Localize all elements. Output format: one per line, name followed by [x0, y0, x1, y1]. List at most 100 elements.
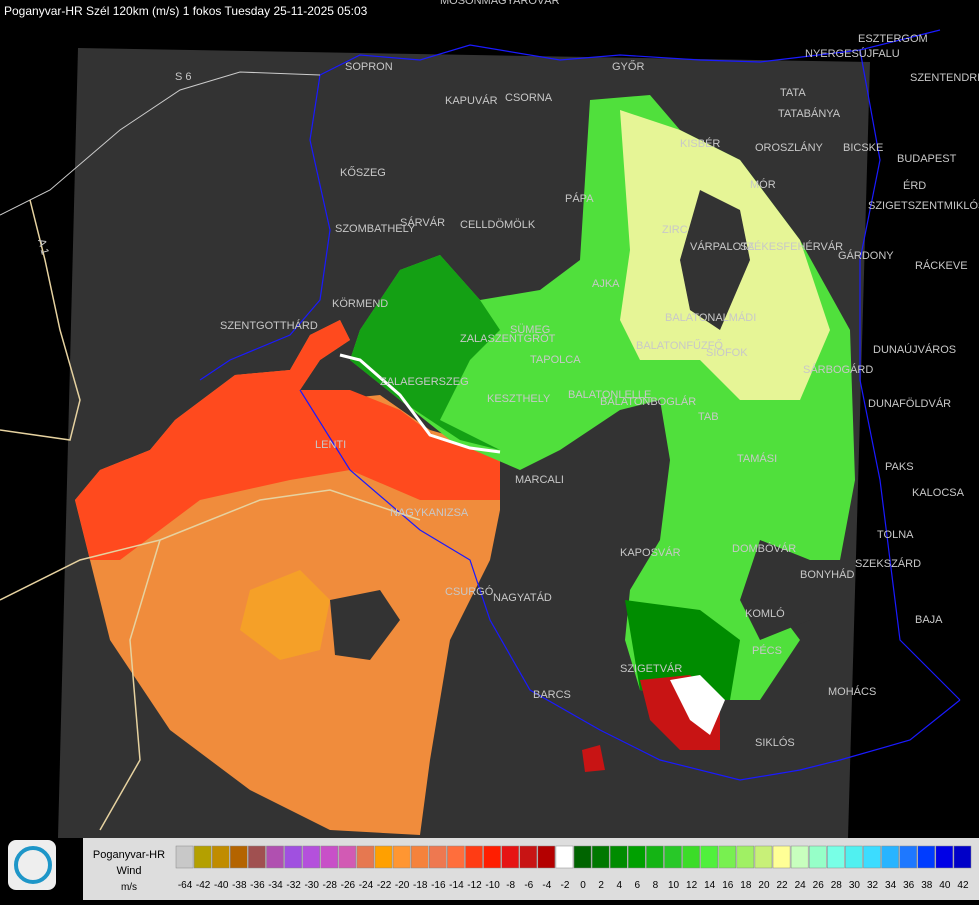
place-label: SZÉKESFEHÉRVÁR [740, 240, 843, 253]
place-label: TAPOLCA [530, 354, 581, 366]
place-label: TATABÁNYA [778, 107, 841, 120]
legend-swatch [790, 845, 809, 869]
legend-swatch [175, 845, 194, 869]
border [199, 74, 331, 381]
place-label: DUNAÚJVÁROS [873, 343, 956, 356]
legend-swatch [682, 845, 700, 869]
legend-swatch [211, 845, 230, 869]
legend-tick: -6 [524, 880, 533, 891]
place-label: NAGYKANIZSA [390, 507, 469, 519]
legend-swatch [429, 845, 447, 869]
place-label: BONYHÁD [800, 568, 854, 581]
place-label: PAKS [885, 461, 914, 473]
legend-tick: -22 [377, 880, 392, 891]
legend-swatch [519, 845, 538, 869]
place-label: SZENTENDRE [910, 72, 979, 84]
legend-tick: 10 [668, 880, 680, 891]
legend-swatch [465, 845, 483, 869]
place-label: MÓR [750, 178, 776, 191]
legend-tick: 8 [653, 880, 659, 891]
legend-swatch [320, 845, 339, 869]
road-label: S 6 [175, 71, 192, 83]
place-label: CSORNA [505, 92, 553, 104]
legend-tick: -4 [542, 880, 551, 891]
legend-tick: 26 [813, 880, 825, 891]
legend-tick: -38 [232, 880, 247, 891]
zero-line [339, 353, 501, 454]
legend-scale: -64 -42 -40 -38 -36 -34 -32 -30 -28 -26 -24 -22 -20-… [175, 845, 972, 891]
place-label: SÁRVÁR [400, 216, 445, 229]
legend-swatch [863, 845, 881, 869]
echo-gap [680, 190, 750, 330]
legend-tick: -28 [323, 880, 338, 891]
legend-swatch [410, 845, 429, 869]
legend-swatch [338, 845, 357, 869]
place-label: GÁRDONY [838, 249, 894, 262]
place-label: NYERGESÚJFALU [805, 47, 900, 60]
legend-tick: 40 [939, 880, 951, 891]
legend-tick: 28 [831, 880, 843, 891]
echo-red [75, 320, 500, 560]
legend-tick: 4 [616, 880, 622, 891]
legend-title: Poganyvar-HR [93, 849, 165, 861]
place-label: ZALASZENTGRÓT [460, 332, 556, 345]
place-label: SZOMBATHELY [335, 223, 416, 235]
legend-swatch [537, 845, 556, 869]
place-label: BAJA [915, 614, 943, 626]
legend-tick: -16 [431, 880, 446, 891]
place-label: MARCALI [515, 474, 564, 486]
place-label: TOLNA [877, 529, 914, 541]
legend-swatch [736, 845, 755, 869]
place-label: KESZTHELY [487, 393, 551, 405]
place-label: BARCS [533, 689, 571, 701]
legend-swatch [447, 845, 465, 869]
legend-tick: 18 [740, 880, 752, 891]
legend-tick: 30 [849, 880, 861, 891]
place-label: BICSKE [843, 142, 883, 154]
legend-swatch [935, 845, 954, 869]
border-outer [0, 199, 81, 441]
legend-swatch [501, 845, 519, 869]
legend-swatch [628, 845, 646, 869]
legend-tick: 2 [598, 880, 604, 891]
echo-gap [740, 540, 810, 640]
place-label: KAPOSVÁR [620, 546, 681, 559]
legend-tick: 34 [885, 880, 897, 891]
place-label: CELLDÖMÖLK [460, 219, 536, 231]
echo-small [582, 745, 605, 772]
place-label: MOSONMAGYARÓVÁR [440, 0, 560, 7]
place-label: LENTI [315, 439, 346, 451]
legend-swatch [718, 845, 737, 869]
border [319, 29, 941, 76]
title: Poganyvar-HR Szél 120km (m/s) 1 fokos Tu… [4, 4, 368, 18]
legend-swatch [483, 845, 501, 869]
echo-gap [330, 590, 400, 660]
place-label: PÉCS [752, 644, 782, 657]
legend-tick: 12 [686, 880, 698, 891]
place-label: KAPUVÁR [445, 94, 498, 107]
legend-swatch [772, 845, 791, 869]
legend-tick: -18 [413, 880, 428, 891]
legend-swatch [953, 845, 972, 869]
legend-unit: m/s [121, 882, 137, 893]
legend-swatch [573, 845, 592, 869]
legend-swatch [555, 845, 574, 869]
legend-tick: -64 [178, 880, 193, 891]
place-label: ZALAEGERSZEG [380, 376, 469, 388]
place-label: CSURGÓ [445, 585, 494, 598]
legend-swatch [881, 845, 899, 869]
border-outer [0, 489, 421, 601]
place-label: MOHÁCS [828, 685, 876, 698]
place-label: KÖRMEND [332, 298, 388, 310]
echo-forest [625, 600, 740, 700]
place-label: RÁCKEVE [915, 259, 968, 272]
place-label: KISBÉR [680, 137, 720, 150]
legend-swatch [754, 845, 773, 869]
legend-swatch [664, 845, 682, 869]
place-label: SZIGETVÁR [620, 662, 682, 675]
place-label: DOMBÓVÁR [732, 542, 796, 555]
place-label: TAMÁSI [737, 452, 777, 465]
legend-tick: -26 [341, 880, 356, 891]
legend-tick: 6 [635, 880, 641, 891]
place-label: SIÓFOK [706, 346, 748, 359]
